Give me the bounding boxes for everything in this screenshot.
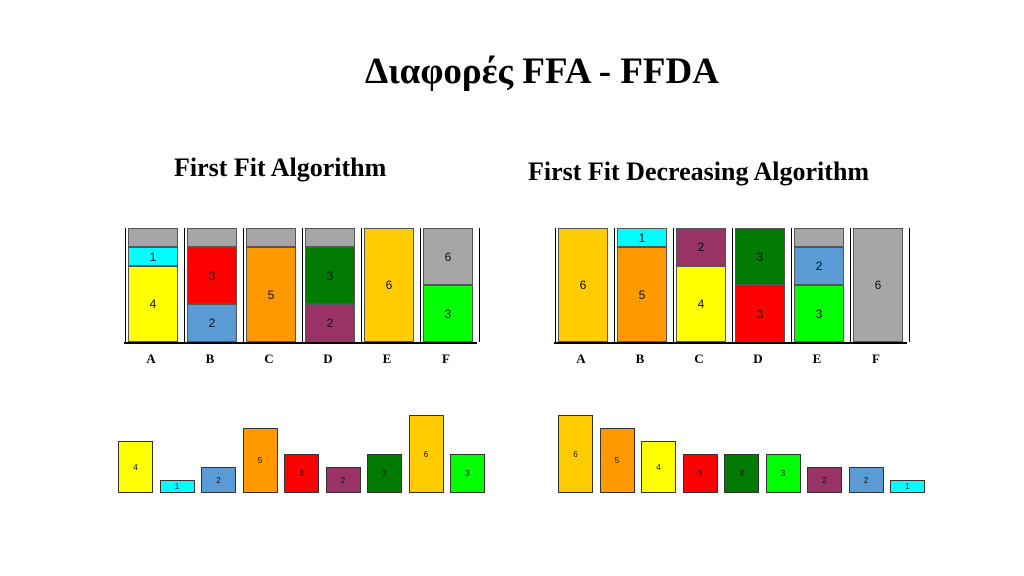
bin-frame-line <box>614 228 615 342</box>
bin-a-block: 1 <box>128 247 178 266</box>
bin-frame-line <box>909 228 910 342</box>
bin-f-block: 6 <box>423 228 473 285</box>
bin-label: F <box>442 351 450 366</box>
item-block: 4 <box>641 441 676 493</box>
item-block: 2 <box>325 467 361 493</box>
item-block: 3 <box>367 454 402 493</box>
item-block: 4 <box>118 441 153 493</box>
item-block: 2 <box>848 467 884 493</box>
bin-frame-line <box>420 228 421 342</box>
bin-c-block: 5 <box>246 247 296 342</box>
bin-b-block: 2 <box>187 304 237 342</box>
item-block: 3 <box>765 454 801 493</box>
bin-label: C <box>264 351 274 366</box>
bin-label: D <box>323 351 333 366</box>
bin-frame-line <box>673 228 674 342</box>
bin-frame-line <box>125 228 126 342</box>
ffa-subtitle: First Fit Algorithm <box>174 153 387 182</box>
bin-frame-line <box>184 228 185 342</box>
bin-label: D <box>753 351 763 366</box>
bin-d-block: 3 <box>735 285 785 342</box>
bin-label: F <box>872 351 880 366</box>
bin-frame-line <box>124 342 477 344</box>
bin-frame-line <box>361 228 362 342</box>
bin-b-block: 5 <box>617 247 667 342</box>
bin-a-block: 6 <box>558 228 608 342</box>
bin-c-block: 4 <box>676 266 726 342</box>
item-block: 6 <box>558 415 593 493</box>
bin-frame-line <box>243 228 244 342</box>
bin-label: B <box>635 351 645 366</box>
bin-e-block: 6 <box>364 228 414 342</box>
item-block: 3 <box>450 454 485 493</box>
item-block: 5 <box>599 428 635 493</box>
bin-c-block <box>246 228 296 247</box>
bin-b-block: 3 <box>187 247 237 304</box>
bin-d-block: 3 <box>305 247 355 304</box>
bin-e-block: 2 <box>794 247 844 285</box>
bin-c-block: 2 <box>676 228 726 266</box>
bin-d-block <box>305 228 355 247</box>
bin-label: E <box>382 351 392 366</box>
bin-label: B <box>205 351 215 366</box>
bin-a-block <box>128 228 178 247</box>
bin-frame-line <box>732 228 733 342</box>
item-block: 2 <box>807 467 842 493</box>
bin-frame-line <box>791 228 792 342</box>
bin-f-block: 6 <box>853 228 903 342</box>
bin-label: A <box>146 351 156 366</box>
item-block: 3 <box>724 454 759 493</box>
item-block: 5 <box>242 428 278 493</box>
bin-b-block: 1 <box>617 228 667 247</box>
bin-a-block: 4 <box>128 266 178 342</box>
bin-label: C <box>694 351 704 366</box>
item-block: 3 <box>284 454 319 493</box>
bin-d-block: 3 <box>735 228 785 285</box>
bin-f-block: 3 <box>423 285 473 342</box>
ffda-subtitle: First Fit Decreasing Algorithm <box>528 157 870 186</box>
bin-label: E <box>812 351 822 366</box>
bin-e-block: 3 <box>794 285 844 342</box>
page-title: Διαφορές FFA - FFDA <box>365 51 719 92</box>
bin-b-block <box>187 228 237 247</box>
bin-d-block: 2 <box>305 304 355 342</box>
bin-frame-line <box>850 228 851 342</box>
item-block: 1 <box>890 480 925 493</box>
bin-label: A <box>576 351 586 366</box>
bin-frame-line <box>555 228 556 342</box>
bin-frame-line <box>302 228 303 342</box>
item-block: 1 <box>159 480 195 493</box>
item-block: 2 <box>201 467 236 493</box>
item-block: 3 <box>682 454 718 493</box>
bin-frame-line <box>554 342 907 344</box>
bin-e-block <box>794 228 844 247</box>
bin-frame-line <box>479 228 480 342</box>
item-block: 6 <box>408 415 444 493</box>
